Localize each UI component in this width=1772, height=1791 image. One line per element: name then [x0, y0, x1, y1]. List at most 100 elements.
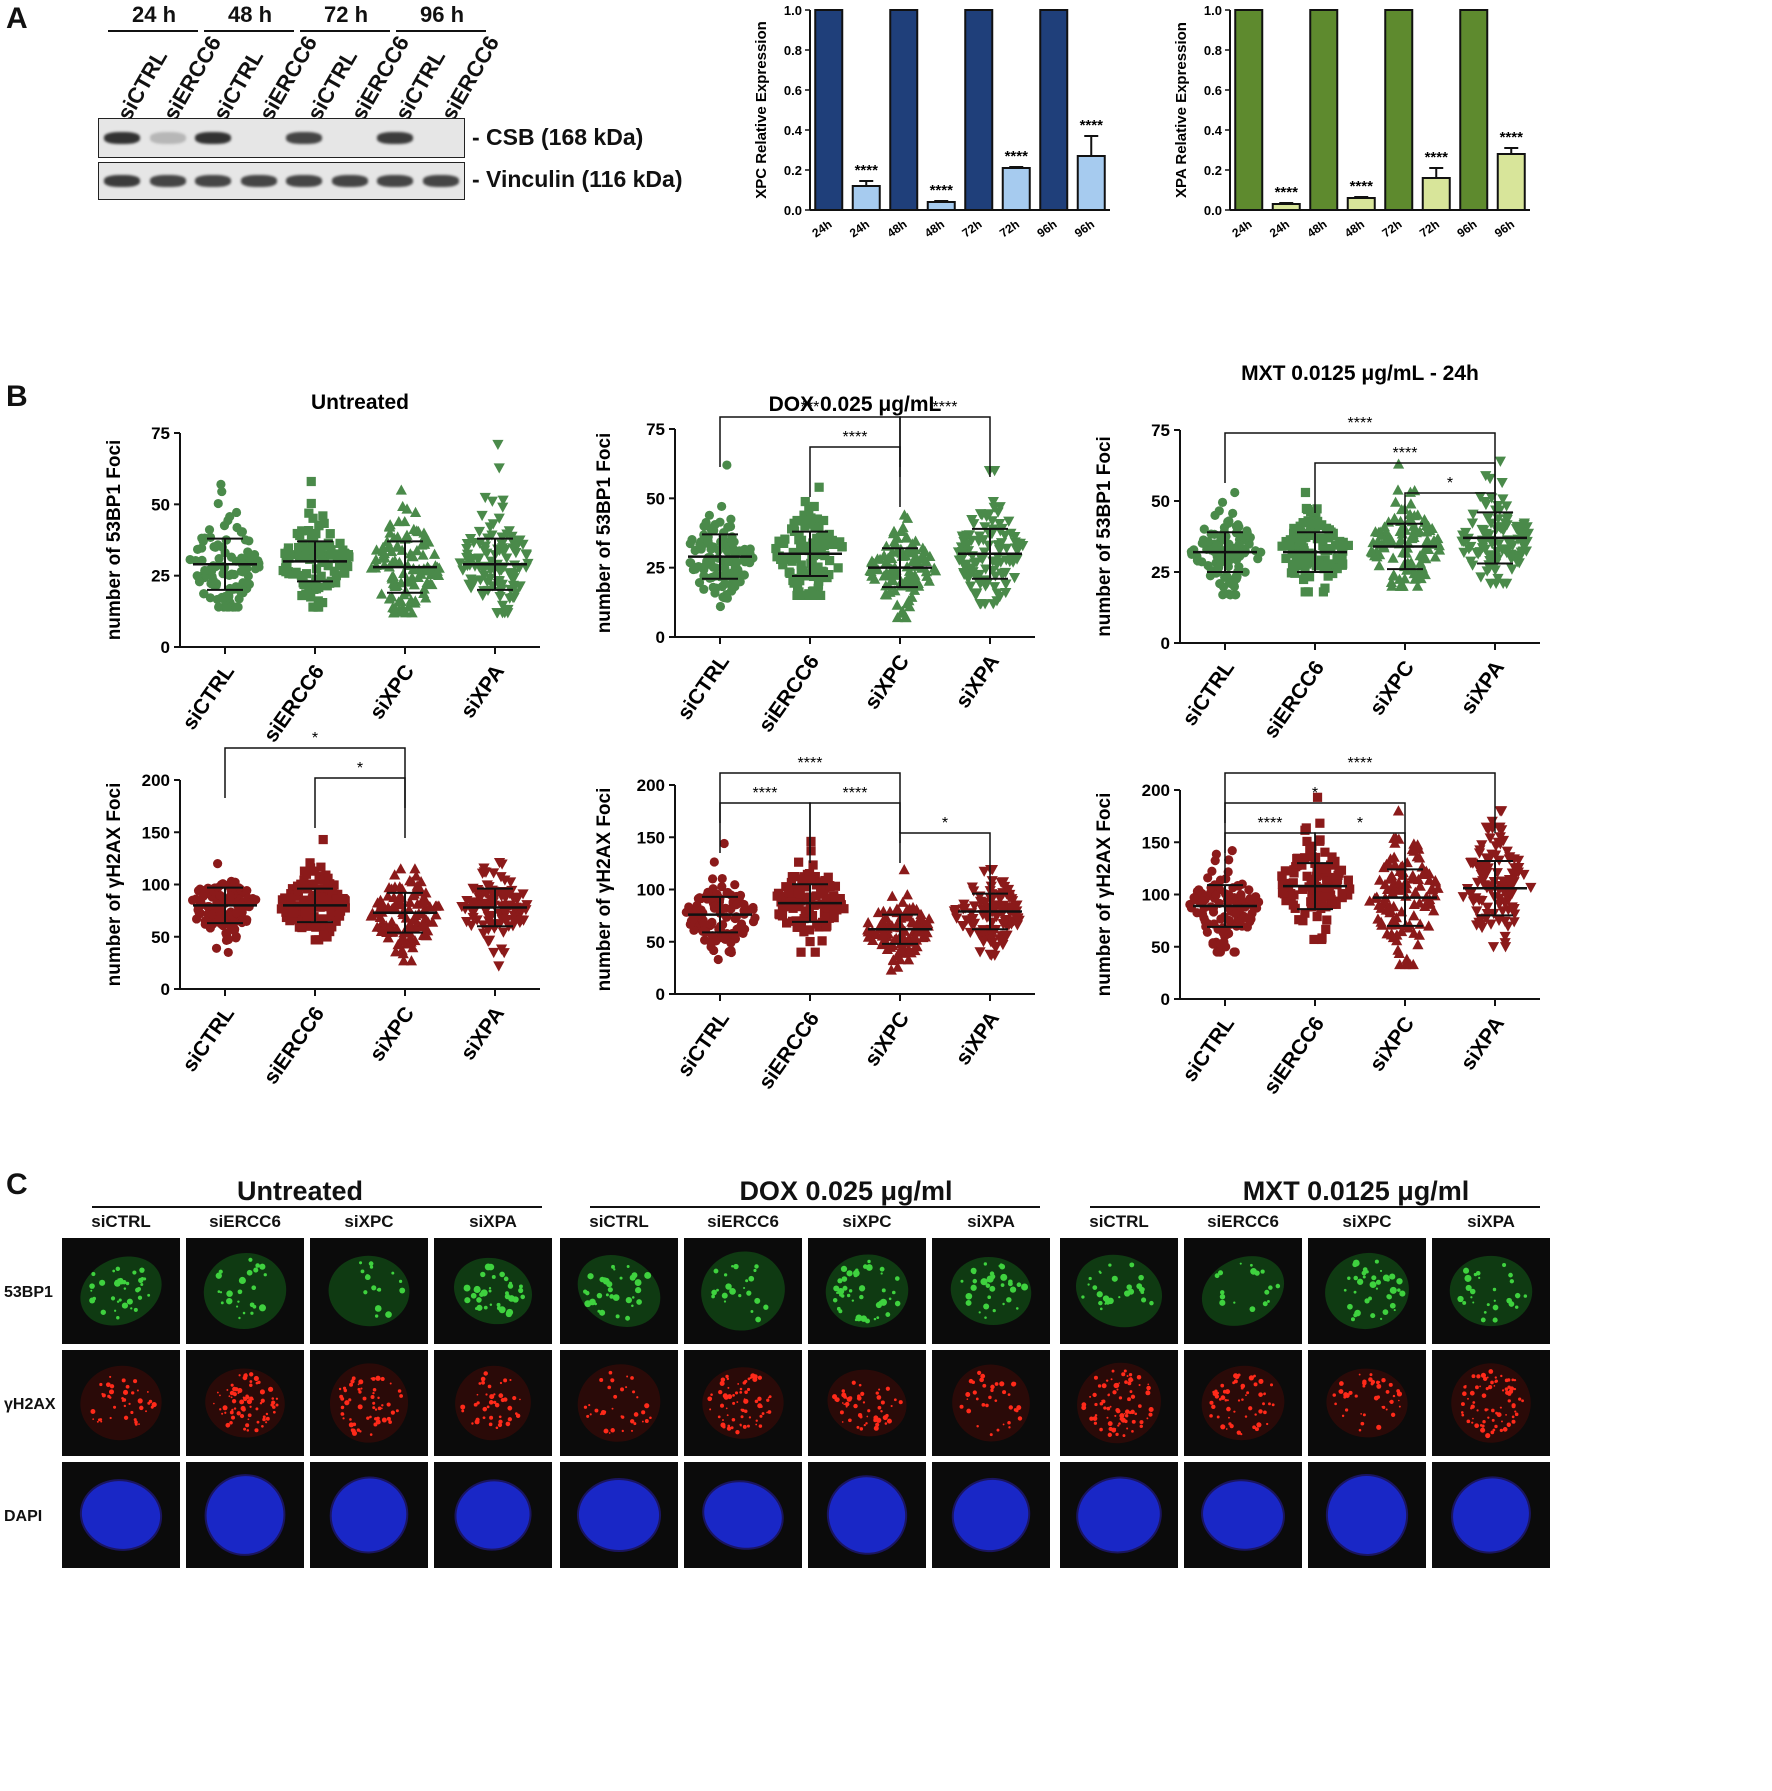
focus: [123, 1415, 129, 1420]
y-tick-label: 0.4: [784, 123, 803, 138]
focus: [475, 1417, 480, 1422]
focus: [1258, 1392, 1263, 1397]
x-tick-label: siXPC: [860, 651, 914, 714]
microscopy-group-title: MXT 0.0125 μg/ml: [1242, 1176, 1470, 1206]
focus: [881, 1288, 886, 1293]
focus: [985, 1403, 989, 1408]
data-point: [1407, 869, 1419, 881]
focus: [1504, 1378, 1509, 1383]
focus: [370, 1394, 375, 1399]
focus: [980, 1278, 988, 1286]
focus: [1115, 1432, 1119, 1437]
focus: [1118, 1295, 1121, 1299]
focus: [390, 1410, 395, 1415]
focus: [1369, 1281, 1377, 1289]
focus: [146, 1391, 149, 1393]
focus: [503, 1378, 508, 1383]
focus: [842, 1285, 848, 1291]
time-divider: [204, 30, 294, 32]
data-point: [1286, 568, 1297, 578]
focus: [625, 1296, 632, 1304]
focus: [374, 1408, 378, 1411]
data-point: [185, 554, 195, 565]
focus: [1398, 1405, 1401, 1408]
focus: [1501, 1389, 1505, 1392]
data-point: [1281, 553, 1291, 564]
data-point: [496, 600, 509, 611]
focus: [1128, 1377, 1134, 1383]
focus: [727, 1386, 730, 1389]
focus: [507, 1417, 513, 1422]
data-point: [880, 911, 892, 922]
data-point: [463, 579, 475, 590]
focus: [237, 1289, 243, 1295]
data-point: [1409, 886, 1421, 897]
data-point: [1463, 544, 1475, 555]
focus: [118, 1298, 122, 1302]
nucleus: [577, 1255, 661, 1327]
data-point: [1414, 557, 1427, 568]
data-point: [904, 569, 916, 580]
data-point: [1303, 504, 1313, 515]
focus: [630, 1429, 634, 1432]
focus: [247, 1418, 250, 1421]
focus: [1099, 1307, 1103, 1311]
data-point: [297, 922, 307, 933]
data-point: [1317, 933, 1327, 943]
data-point: [1210, 510, 1220, 521]
focus: [736, 1401, 739, 1403]
blot-band: [377, 132, 413, 144]
focus: [1511, 1419, 1516, 1424]
microscopy-image: [560, 1350, 678, 1456]
data-point: [1308, 894, 1318, 904]
focus: [713, 1268, 719, 1274]
focus: [734, 1391, 739, 1395]
focus: [1361, 1270, 1367, 1276]
data-point: [812, 514, 823, 524]
nucleus: [456, 1481, 530, 1549]
focus: [230, 1415, 236, 1420]
data-point: [478, 863, 490, 874]
data-point: [325, 529, 335, 539]
data-point: [974, 599, 986, 610]
focus: [631, 1296, 635, 1299]
nucleus: [1075, 1254, 1163, 1328]
data-point: [1378, 521, 1391, 532]
data-point: [1423, 920, 1435, 931]
focus: [848, 1289, 853, 1293]
focus: [1392, 1394, 1396, 1398]
significance-label: ****: [843, 785, 868, 802]
data-point: [833, 563, 843, 573]
focus: [1491, 1418, 1495, 1422]
focus: [478, 1382, 482, 1385]
focus: [839, 1410, 844, 1415]
data-point: [1423, 874, 1435, 885]
data-point: [214, 914, 224, 924]
data-point: [722, 888, 732, 898]
focus: [518, 1287, 524, 1294]
focus: [1118, 1396, 1123, 1400]
data-point: [817, 936, 827, 946]
data-point: [808, 550, 819, 561]
focus: [755, 1419, 758, 1422]
focus: [1124, 1409, 1130, 1415]
focus: [1360, 1413, 1362, 1415]
microscopy-image: [186, 1462, 304, 1568]
data-point: [1514, 524, 1526, 535]
x-tick-label: siXPA: [456, 661, 509, 723]
data-point: [981, 578, 993, 589]
data-point: [326, 546, 336, 556]
data-point: [923, 913, 935, 924]
data-point: [500, 914, 512, 926]
data-point: [479, 541, 492, 552]
significance-bracket: [1314, 832, 1406, 893]
significance-label: *: [357, 760, 363, 777]
focus: [230, 1383, 234, 1387]
data-point: [1203, 873, 1213, 883]
data-point: [1315, 818, 1325, 828]
data-point: [1244, 885, 1254, 895]
bar: [964, 9, 994, 211]
focus: [494, 1402, 500, 1408]
focus: [1112, 1390, 1117, 1395]
data-point: [820, 876, 830, 886]
